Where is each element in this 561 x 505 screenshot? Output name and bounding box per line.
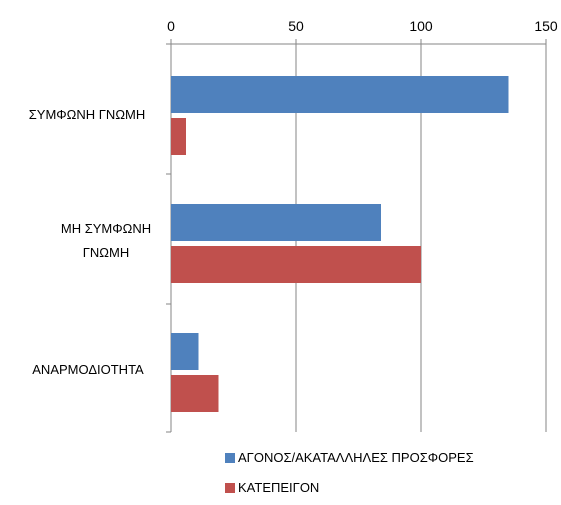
x-tick-label: 50 [288, 18, 304, 34]
x-tick-label: 0 [167, 18, 175, 34]
bar [171, 204, 381, 241]
bar [171, 76, 509, 113]
category-label: ΣΥΜΦΩΝΗ ΓΝΩΜΗ [29, 107, 146, 122]
category-label: ΑΝΑΡΜΟΔΙΟΤΗΤΑ [32, 362, 144, 377]
category-labels: ΣΥΜΦΩΝΗ ΓΝΩΜΗ ΜΗ ΣΥΜΦΩΝΗ ΓΝΩΜΗ ΑΝΑΡΜΟΔΙΟΤΗΤ… [29, 107, 151, 377]
bar [171, 333, 199, 370]
legend-swatch [225, 453, 235, 463]
bar [171, 118, 186, 155]
bar [171, 246, 421, 283]
category-label: ΜΗ ΣΥΜΦΩΝΗ ΓΝΩΜΗ [61, 221, 151, 260]
x-tick-label: 150 [534, 18, 558, 34]
legend: ΑΓΟΝΟΣ/ΑΚΑΤΑΛΛΗΛΕΣ ΠΡΟΣΦΟΡΕΣ ΚΑΤΕΠΕΙΓΟΝ [225, 450, 474, 495]
bars [171, 76, 509, 412]
legend-label: ΑΓΟΝΟΣ/ΑΚΑΤΑΛΛΗΛΕΣ ΠΡΟΣΦΟΡΕΣ [238, 450, 474, 465]
legend-swatch [225, 483, 235, 493]
legend-label: ΚΑΤΕΠΕΙΓΟΝ [238, 480, 319, 495]
x-tick-labels: 0 50 100 150 [167, 18, 558, 34]
bar [171, 375, 219, 412]
x-tick-label: 100 [409, 18, 433, 34]
